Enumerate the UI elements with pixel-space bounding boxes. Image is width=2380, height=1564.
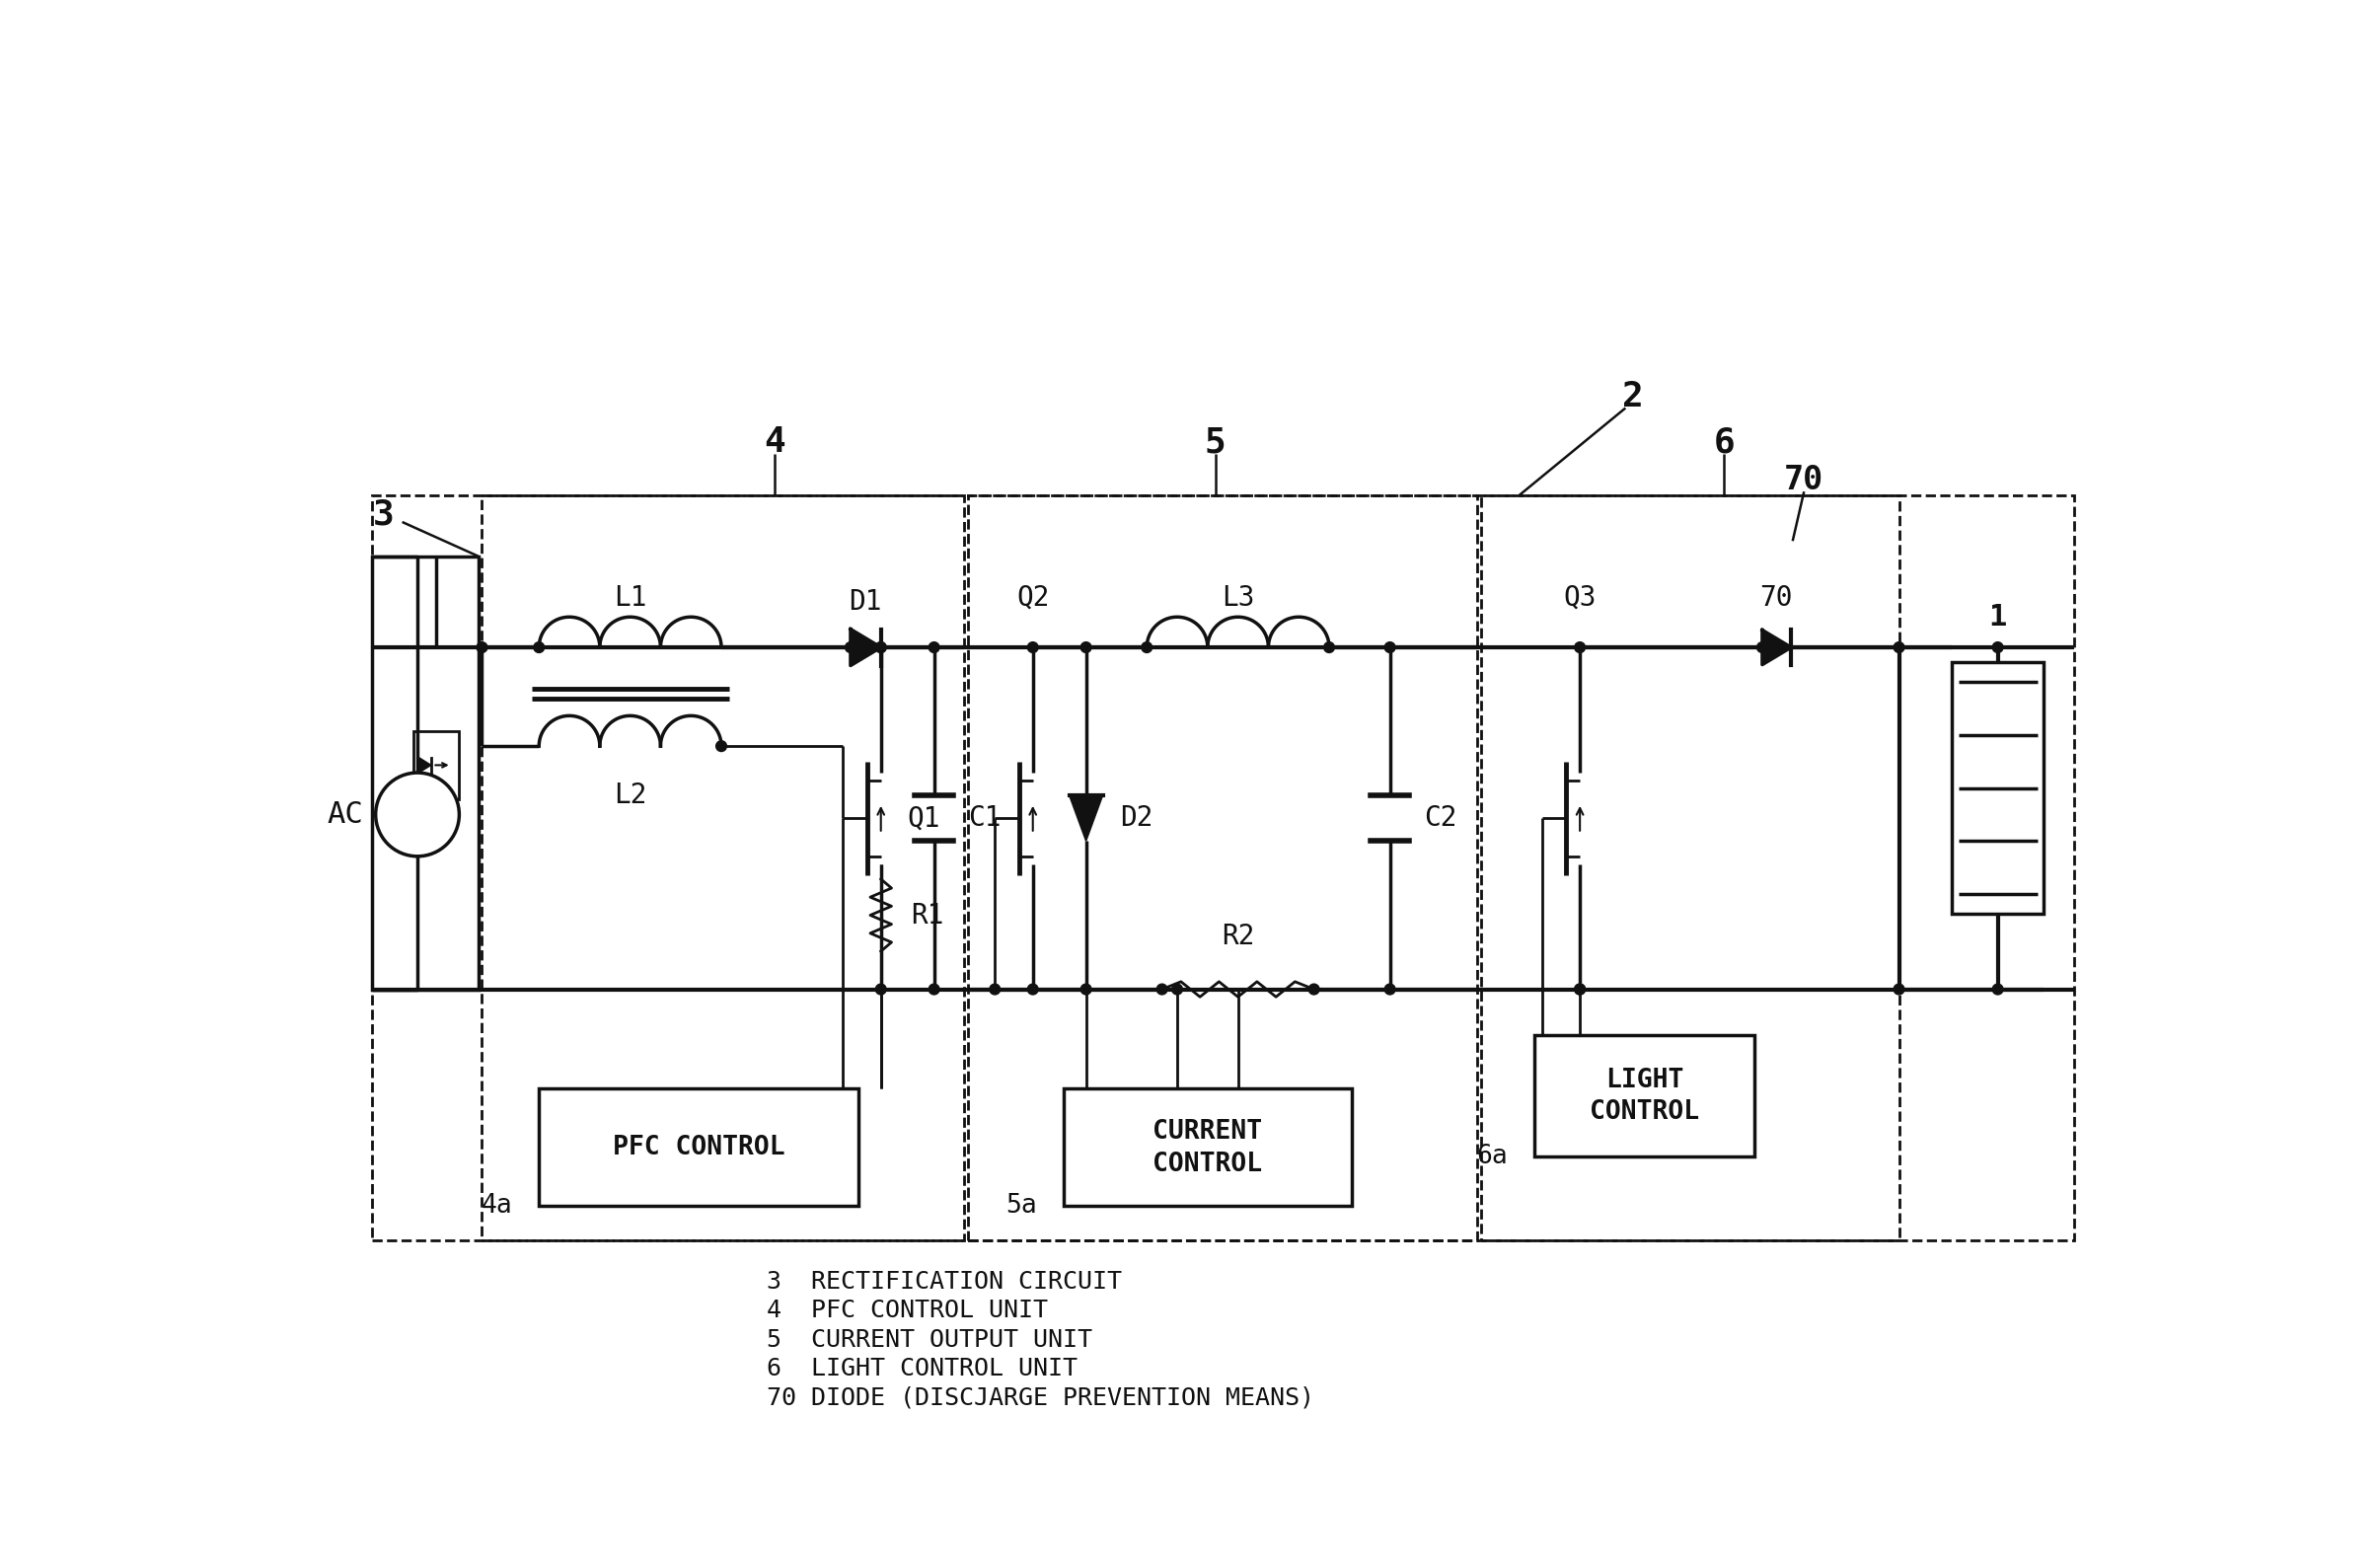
Text: 70: 70: [1785, 465, 1823, 496]
Text: 6  LIGHT CONTROL UNIT: 6 LIGHT CONTROL UNIT: [766, 1356, 1078, 1381]
Circle shape: [1385, 984, 1395, 995]
Bar: [969, 496, 1478, 1240]
Circle shape: [1323, 643, 1335, 652]
Circle shape: [1171, 984, 1183, 995]
Text: D2: D2: [1121, 804, 1154, 832]
Text: 4: 4: [764, 425, 785, 458]
Circle shape: [990, 984, 1000, 995]
Circle shape: [1028, 643, 1038, 652]
Polygon shape: [1069, 796, 1102, 841]
Circle shape: [1081, 984, 1092, 995]
Text: 5: 5: [1204, 425, 1226, 458]
Bar: [483, 496, 964, 1240]
Text: 4a: 4a: [481, 1193, 512, 1218]
Circle shape: [845, 643, 857, 652]
Text: Q2: Q2: [1016, 585, 1050, 612]
Circle shape: [876, 984, 885, 995]
Text: R2: R2: [1221, 923, 1254, 949]
Circle shape: [1309, 984, 1319, 995]
Circle shape: [1576, 984, 1585, 995]
Bar: [1480, 496, 1899, 1240]
Bar: [1535, 1035, 1754, 1156]
Text: 3  RECTIFICATION CIRCUIT: 3 RECTIFICATION CIRCUIT: [766, 1270, 1121, 1293]
Text: AC: AC: [326, 801, 364, 829]
Circle shape: [716, 741, 726, 751]
Circle shape: [928, 643, 940, 652]
Circle shape: [1157, 984, 1166, 995]
Text: CURRENT: CURRENT: [1152, 1120, 1261, 1145]
Bar: [414, 730, 459, 799]
Circle shape: [533, 643, 545, 652]
Text: 6: 6: [1714, 425, 1735, 458]
Polygon shape: [1761, 630, 1792, 665]
Bar: [1952, 663, 2044, 913]
Text: D1: D1: [850, 588, 883, 616]
Circle shape: [1756, 643, 1768, 652]
Bar: [371, 496, 2073, 1240]
Circle shape: [1992, 643, 2004, 652]
Text: L1: L1: [614, 585, 647, 612]
Text: 5a: 5a: [1004, 1193, 1038, 1218]
Text: CONTROL: CONTROL: [1590, 1099, 1699, 1125]
Text: Q3: Q3: [1564, 585, 1597, 612]
Polygon shape: [419, 757, 431, 773]
Bar: [1064, 1089, 1352, 1206]
Circle shape: [1992, 984, 2004, 995]
Polygon shape: [850, 629, 881, 666]
Circle shape: [1576, 643, 1585, 652]
Circle shape: [1894, 643, 1904, 652]
Text: 5  CURRENT OUTPUT UNIT: 5 CURRENT OUTPUT UNIT: [766, 1328, 1092, 1351]
Circle shape: [476, 643, 488, 652]
Bar: [538, 1089, 859, 1206]
Circle shape: [1142, 643, 1152, 652]
Text: 1: 1: [1990, 602, 2006, 632]
Text: CONTROL: CONTROL: [1152, 1151, 1261, 1176]
Circle shape: [1385, 643, 1395, 652]
Circle shape: [876, 643, 885, 652]
Text: C1: C1: [969, 804, 1002, 832]
Text: L3: L3: [1221, 585, 1254, 612]
Text: 6a: 6a: [1476, 1143, 1507, 1170]
Circle shape: [376, 773, 459, 857]
Circle shape: [1081, 643, 1092, 652]
Circle shape: [876, 643, 885, 652]
Text: R1: R1: [912, 902, 945, 929]
Text: C2: C2: [1423, 804, 1457, 832]
Text: 70 DIODE (DISCJARGE PREVENTION MEANS): 70 DIODE (DISCJARGE PREVENTION MEANS): [766, 1386, 1314, 1409]
Circle shape: [1894, 984, 1904, 995]
Text: 70: 70: [1759, 585, 1792, 612]
Text: Q1: Q1: [907, 804, 940, 832]
Bar: [371, 557, 478, 990]
Text: LIGHT: LIGHT: [1604, 1068, 1683, 1093]
Circle shape: [1576, 984, 1585, 995]
Text: PFC CONTROL: PFC CONTROL: [612, 1134, 785, 1160]
Text: 2: 2: [1623, 380, 1645, 413]
Text: L2: L2: [614, 782, 647, 809]
Text: 3: 3: [374, 497, 395, 532]
Text: 4  PFC CONTROL UNIT: 4 PFC CONTROL UNIT: [766, 1298, 1047, 1323]
Circle shape: [1028, 984, 1038, 995]
Circle shape: [928, 984, 940, 995]
